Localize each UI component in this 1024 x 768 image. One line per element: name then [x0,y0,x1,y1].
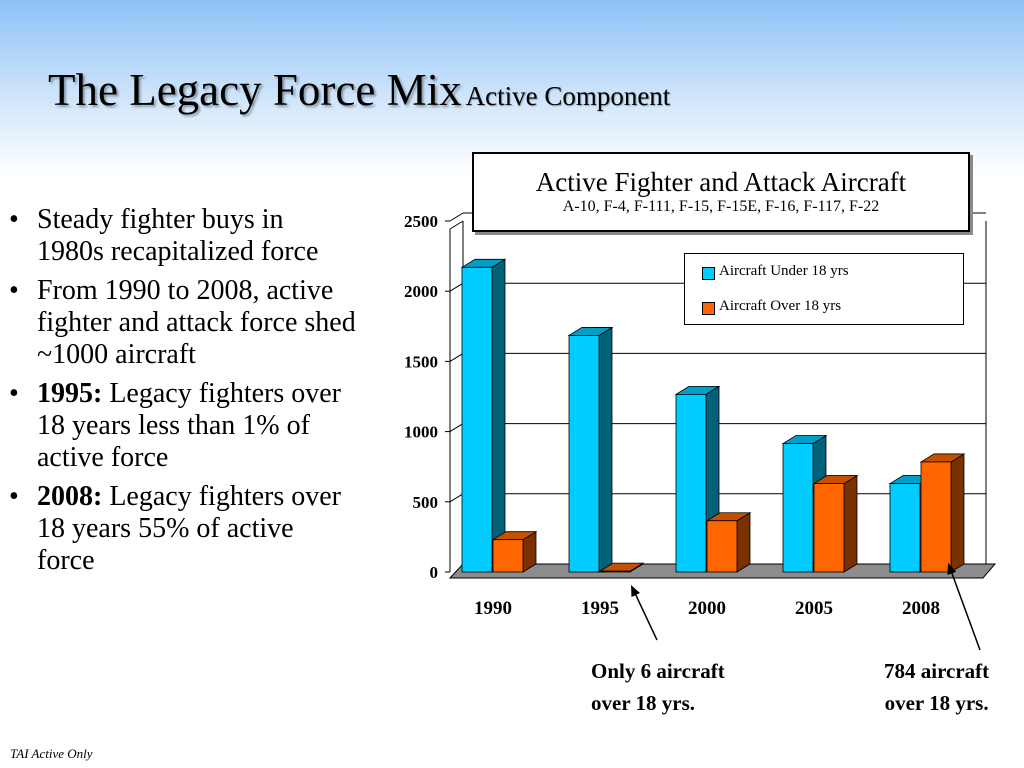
slide-title-main: The Legacy Force Mix [48,65,462,115]
bar-under-1990 [461,266,493,573]
y-tick-label: 0 [430,563,439,582]
gridline-depth [449,423,464,433]
bullet-bold: 2008: [37,481,103,512]
bar-over-2008 [920,461,952,573]
slide-title: The Legacy Force Mix Active Component [48,64,670,116]
x-tick-label: 1995 [581,598,619,619]
annotation-2008-line2: over 18 yrs. [884,691,989,715]
legend-swatch-over [702,302,715,315]
bullet-text: Steady fighter buys in 1980s recapitaliz… [37,204,319,267]
gridline-depth [449,282,464,292]
bar-under-1995 [568,335,600,573]
y-tick-label: 2500 [404,212,438,231]
y-tick-label: 1500 [404,352,438,371]
bullet-item: • 1995: Legacy fighters over 18 years les… [9,378,341,473]
y-tick-label: 500 [413,493,439,512]
bar-over-2000 [706,520,738,573]
bullet-item: • 2008: Legacy fighters over 18 years 55%… [9,481,341,576]
annotation-2008: 784 aircraft over 18 yrs. [884,655,989,719]
annotation-2008-line1: 784 aircraft [884,659,990,683]
legend-label-under: Aircraft Under 18 yrs [719,263,849,279]
arrowhead-2008 [947,563,957,575]
annotation-arrow-2008 [949,567,981,651]
y-axis-depth [449,220,464,230]
bar-under-2005 [782,443,814,573]
annotation-1995-line2: over 18 yrs. [591,691,696,715]
bar-side-over [736,512,751,573]
bar-over-1990 [492,539,524,573]
bar-side-over [843,474,858,573]
bullet-item: • Steady fighter buys in 1980s recapitali… [9,204,319,267]
chart-title: Active Fighter and Attack Aircraft [535,167,907,197]
x-tick-label: 2000 [688,598,726,619]
footnote: TAI Active Only [10,746,93,761]
bullet-text: Legacy fighters over 18 years 55% of act… [37,481,341,576]
bar-side-under [491,258,506,573]
x-tick-label: 2008 [902,598,940,619]
gridline-depth [449,212,464,222]
bar-under-2000 [675,393,707,573]
bullet-bold: 1995: [37,378,103,409]
y-tick-label: 1000 [404,423,438,442]
bar-side-under [598,326,613,573]
bar-side-over [950,453,965,573]
annotation-1995: Only 6 aircraft over 18 yrs. [591,655,725,719]
legend-label-over: Aircraft Over 18 yrs [719,298,842,314]
legend-swatch-under [702,267,715,280]
arrowhead-1995 [631,585,640,597]
bar-under-2008 [889,483,921,573]
annotation-arrow-1995 [632,588,658,641]
gridline-depth [449,352,464,362]
annotation-1995-line1: Only 6 aircraft [591,659,725,683]
chart-legend: Aircraft Under 18 yrs Aircraft Over 18 y… [684,253,964,325]
bullet-text: From 1990 to 2008, active fighter and at… [37,275,356,370]
bar-over-2005 [813,483,845,573]
bar-over-1995 [599,570,631,573]
gridline-depth [449,493,464,503]
bullet-text: Legacy fighters over 18 years less than … [37,378,341,473]
slide-title-subtitle: Active Component [465,81,671,111]
chart-subtitle: A-10, F-4, F-111, F-15, F-15E, F-16, F-1… [562,198,880,215]
y-tick-label: 2000 [404,282,438,301]
bullet-item: • From 1990 to 2008, active fighter and a… [9,275,356,370]
chart-title-box: Active Fighter and Attack Aircraft A-10,… [472,152,970,232]
x-tick-label: 2005 [795,598,833,619]
legend-item-under: Aircraft Under 18 yrs [702,262,849,280]
bullet-list: • Steady fighter buys in 1980s recapitali… [4,204,356,584]
legend-item-over: Aircraft Over 18 yrs [702,297,842,315]
x-tick-label: 1990 [474,598,512,619]
